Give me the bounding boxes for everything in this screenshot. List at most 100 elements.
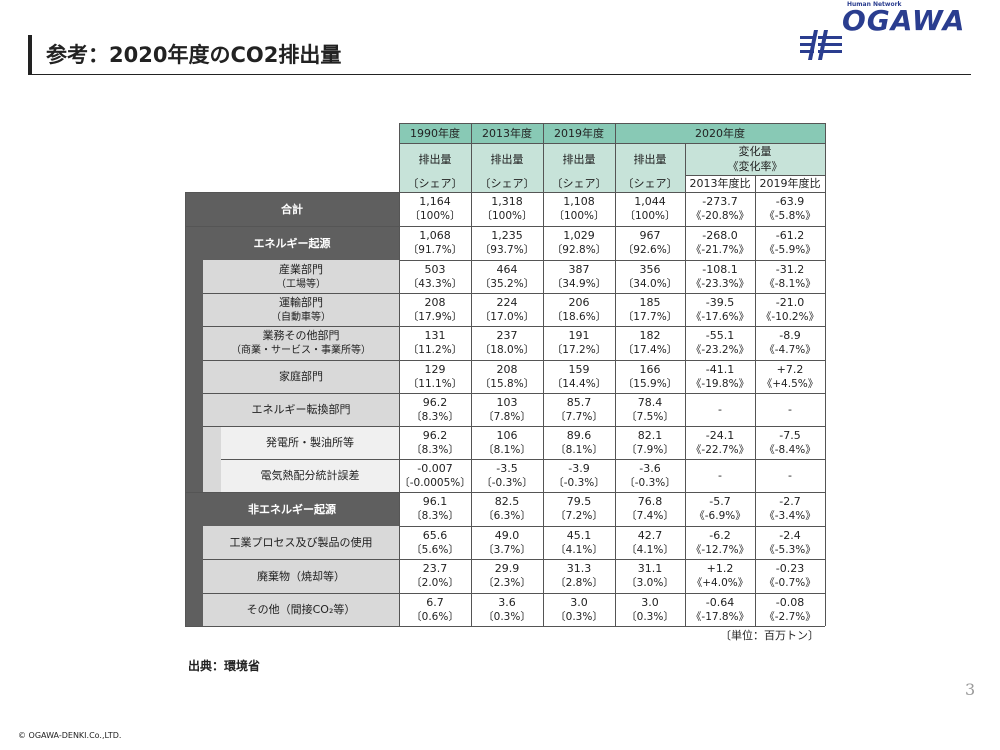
- cell-share: 〔35.2%〕: [479, 277, 535, 290]
- col-header-1990: 1990年度: [399, 123, 471, 143]
- cell-value: 191: [568, 329, 590, 342]
- cell-value: 131: [424, 329, 446, 342]
- cell-share: 《-17.6%》: [690, 310, 750, 323]
- row-label-text: エネルギー転換部門: [251, 403, 351, 416]
- cell-value: 49.0: [494, 528, 520, 542]
- cell-value: 185: [639, 295, 661, 309]
- grid-line: [399, 559, 825, 560]
- cell-share: 〔17.0%〕: [479, 310, 535, 323]
- subheader-share-2019: 〔シェア〕: [543, 175, 615, 192]
- table-cell: 89.6 〔8.1%〕: [543, 426, 615, 459]
- table-cell: 967 〔92.6%〕: [615, 226, 685, 260]
- row-label-text: 電気熱配分統計誤差: [260, 469, 360, 482]
- grid-line: [399, 123, 825, 124]
- cell-value: 76.8: [637, 495, 663, 508]
- cell-share: 〔11.2%〕: [407, 344, 463, 356]
- table-cell: 208 〔15.8%〕: [471, 360, 543, 393]
- table-cell: 82.5 〔6.3%〕: [471, 492, 543, 526]
- grid-line: [685, 143, 686, 626]
- table-cell: 1,108 〔100%〕: [543, 192, 615, 226]
- cell-value: 1,235: [491, 229, 523, 242]
- cell-value: 89.6: [566, 428, 592, 442]
- cell-share: 《-6.9%》: [694, 510, 746, 522]
- cell-value: 85.7: [566, 395, 592, 409]
- col-header-2019: 2019年度: [543, 123, 615, 143]
- cell-share: 〔6.3%〕: [483, 510, 531, 522]
- table-cell: 166 〔15.9%〕: [615, 360, 685, 393]
- table-cell: -2.7 《-3.4%》: [755, 492, 825, 526]
- cell-value: 237: [496, 329, 518, 342]
- cell-share: 《-21.7%》: [690, 244, 750, 256]
- logo-mark-icon: [800, 30, 842, 60]
- cell-share: 〔3.0%〕: [626, 577, 674, 589]
- cell-share: 〔34.0%〕: [622, 277, 678, 290]
- cell-share: 《-3.4%》: [764, 510, 816, 522]
- table-cell: -61.2 《-5.9%》: [755, 226, 825, 260]
- subheader-vs2013: 2013年度比: [685, 175, 755, 192]
- cell-value: 106: [496, 428, 518, 442]
- cell-share: 〔2.0%〕: [411, 577, 459, 589]
- grid-line: [399, 143, 825, 144]
- cell-value: 96.2: [422, 428, 448, 442]
- table-cell: 503 〔43.3%〕: [399, 260, 471, 293]
- cell-share: 《-8.1%》: [764, 277, 816, 290]
- cell-value: 464: [496, 262, 518, 276]
- cell-share: 〔92.6%〕: [622, 244, 678, 256]
- cell-value: 967: [639, 229, 661, 242]
- cell-share: 〔7.9%〕: [626, 443, 674, 456]
- row-label: エネルギー起源: [185, 226, 399, 260]
- table-cell: -273.7 《-20.8%》: [685, 192, 755, 226]
- table-cell: +1.2 《+4.0%》: [685, 559, 755, 593]
- table-cell: 96.1 〔8.3%〕: [399, 492, 471, 526]
- table-cell: -268.0 《-21.7%》: [685, 226, 755, 260]
- cell-value: -55.1: [705, 329, 735, 342]
- table-cell: -0.007 〔-0.0005%〕: [399, 459, 471, 492]
- cell-value: 45.1: [566, 528, 592, 542]
- cell-share: 〔7.2%〕: [555, 510, 603, 522]
- table-cell: -5.7 《-6.9%》: [685, 492, 755, 526]
- cell-value: 42.7: [637, 528, 663, 542]
- row-label: その他（間接CO₂等）: [203, 593, 399, 626]
- row-label-text: エネルギー起源: [253, 236, 331, 250]
- cell-value: -61.2: [775, 229, 805, 242]
- table-cell: 182 〔17.4%〕: [615, 326, 685, 360]
- table-cell: 103 〔7.8%〕: [471, 393, 543, 426]
- table-cell: 45.1 〔4.1%〕: [543, 526, 615, 559]
- page-title: 参考：2020年度のCO2排出量: [46, 43, 342, 67]
- cell-value: 78.4: [637, 395, 663, 409]
- table-cell: -3.6 〔-0.3%〕: [615, 459, 685, 492]
- row-label: 電気熱配分統計誤差: [221, 459, 399, 492]
- cell-value: 6.7: [426, 595, 444, 609]
- table-cell: 31.1 〔3.0%〕: [615, 559, 685, 593]
- grid-line: [825, 123, 826, 626]
- table-cell: 159 〔14.4%〕: [543, 360, 615, 393]
- table-cell: 387 〔34.9%〕: [543, 260, 615, 293]
- table-cell: -24.1 《-22.7%》: [685, 426, 755, 459]
- table-cell: 185 〔17.7%〕: [615, 293, 685, 326]
- cell-value: 387: [568, 262, 590, 276]
- table-cell: -: [685, 459, 755, 492]
- table-cell: -41.1 《-19.8%》: [685, 360, 755, 393]
- row-label-text: 運輸部門: [279, 295, 323, 309]
- cell-value: 1,108: [563, 195, 595, 208]
- cell-share: 〔18.0%〕: [479, 344, 535, 356]
- cell-share: 〔100%〕: [481, 210, 533, 222]
- table-cell: 31.3 〔2.8%〕: [543, 559, 615, 593]
- row-label-text: 合計: [281, 202, 303, 216]
- cell-value: -268.0: [702, 229, 738, 242]
- cell-value: -: [718, 469, 722, 482]
- grid-line: [399, 593, 825, 594]
- row-label-text: 業務その他部門: [262, 329, 340, 342]
- cell-share: 《-0.7%》: [764, 577, 816, 589]
- table-cell: -108.1 《-23.3%》: [685, 260, 755, 293]
- page-number: 3: [965, 680, 976, 699]
- subheader-vs2019: 2019年度比: [755, 175, 825, 192]
- table-cell: 96.2 〔8.3%〕: [399, 426, 471, 459]
- table-cell: 464 〔35.2%〕: [471, 260, 543, 293]
- row-label: 工業プロセス及び製品の使用: [203, 526, 399, 559]
- cell-share: 〔34.9%〕: [551, 277, 607, 290]
- table-cell: 1,029 〔92.8%〕: [543, 226, 615, 260]
- cell-share: 《+4.0%》: [691, 577, 749, 589]
- table-cell: 1,235 〔93.7%〕: [471, 226, 543, 260]
- row-label: 産業部門 （工場等）: [203, 260, 399, 293]
